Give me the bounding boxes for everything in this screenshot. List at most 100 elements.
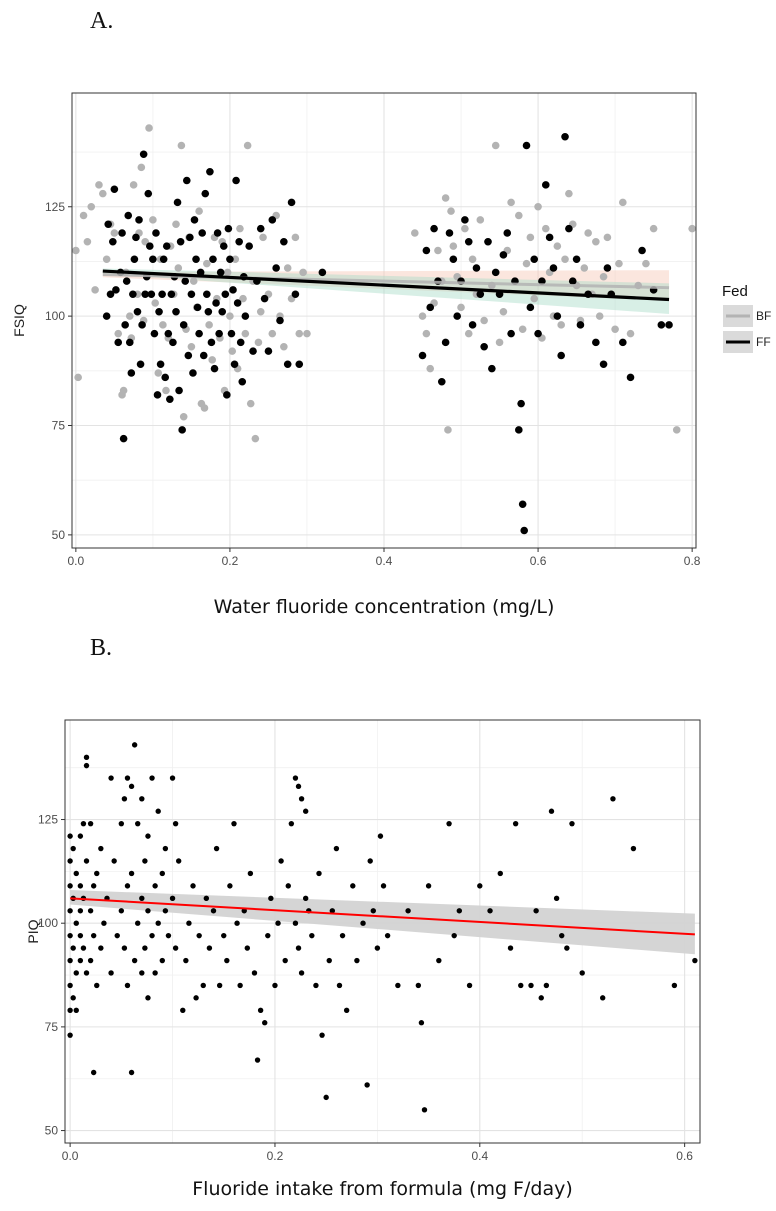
- point-ff: [219, 242, 228, 250]
- point: [94, 870, 100, 877]
- point-ff: [445, 229, 454, 237]
- point-bf: [177, 141, 186, 150]
- point: [288, 820, 295, 827]
- x-tick-label: 0.0: [68, 554, 85, 568]
- point: [336, 982, 343, 989]
- point: [98, 845, 104, 852]
- point-ff: [218, 307, 227, 316]
- point: [533, 908, 539, 914]
- point: [73, 870, 79, 877]
- point: [121, 945, 128, 951]
- point: [319, 1032, 325, 1038]
- point-ff: [232, 176, 240, 185]
- point-ff: [164, 329, 173, 338]
- point: [83, 762, 90, 769]
- point: [73, 1007, 79, 1013]
- point: [451, 932, 457, 939]
- point-ff: [522, 141, 531, 150]
- point-ff: [155, 307, 163, 316]
- point: [200, 982, 206, 989]
- point-bf: [672, 426, 681, 434]
- point-ff: [449, 255, 458, 264]
- point-ff: [179, 321, 188, 329]
- point-ff: [665, 321, 673, 329]
- point: [77, 908, 84, 914]
- point: [131, 742, 138, 748]
- point-ff: [184, 351, 193, 360]
- point: [87, 908, 94, 914]
- x-tick-label: 0.2: [222, 554, 239, 568]
- point: [360, 920, 366, 926]
- point-bf: [189, 277, 198, 285]
- point-ff: [213, 229, 222, 237]
- point-ff: [181, 277, 190, 285]
- point: [77, 957, 84, 964]
- fit-line-ff: [102, 269, 670, 302]
- point-ff: [212, 299, 220, 307]
- point: [67, 1032, 73, 1038]
- point-bf: [541, 224, 550, 233]
- point-ff: [272, 264, 280, 272]
- point-ff: [245, 242, 253, 250]
- point: [518, 982, 524, 989]
- plot-border: [64, 719, 701, 1144]
- point-ff: [565, 224, 573, 233]
- point-bf: [187, 342, 196, 351]
- point: [159, 870, 165, 877]
- point-ff: [112, 286, 120, 294]
- point: [152, 970, 158, 976]
- point: [610, 796, 616, 802]
- point-ff: [201, 189, 210, 198]
- point: [165, 932, 172, 939]
- point-ff: [484, 237, 492, 246]
- point: [67, 932, 73, 939]
- point: [90, 883, 97, 889]
- point: [231, 820, 237, 827]
- point-ff: [291, 290, 300, 299]
- point-bf: [254, 338, 263, 347]
- point-ff: [437, 377, 446, 386]
- point-bf: [119, 386, 128, 395]
- y-axis-title: FSIQ: [11, 304, 27, 337]
- point: [87, 957, 94, 964]
- point-bf: [626, 329, 635, 338]
- point-bf: [205, 321, 213, 329]
- point-ff: [507, 329, 515, 338]
- point-ff: [561, 132, 569, 141]
- point-bf: [99, 189, 107, 198]
- point: [169, 895, 176, 902]
- point: [77, 883, 84, 889]
- panel-a-label: A.: [90, 8, 114, 34]
- point: [67, 957, 73, 964]
- x-tick-label: 0.4: [376, 554, 393, 568]
- fit-line: [70, 897, 695, 936]
- point: [528, 982, 534, 989]
- point: [564, 945, 570, 951]
- point: [175, 858, 182, 864]
- point: [298, 970, 305, 976]
- point-bf: [299, 268, 307, 277]
- point: [477, 883, 483, 889]
- point: [118, 908, 125, 914]
- point-ff: [106, 290, 115, 299]
- point: [436, 957, 442, 964]
- point-ff: [129, 290, 137, 299]
- point-bf: [649, 224, 658, 233]
- point-ff: [221, 290, 230, 299]
- point-ff: [189, 369, 197, 377]
- point: [80, 945, 87, 951]
- point: [111, 858, 117, 864]
- point: [124, 775, 131, 781]
- point-bf: [231, 255, 240, 264]
- point-bf: [172, 220, 180, 229]
- point-bf: [441, 194, 450, 202]
- point-bf: [557, 321, 565, 329]
- point-ff: [149, 255, 157, 264]
- point-bf: [553, 242, 562, 250]
- point: [108, 775, 114, 781]
- point-bf: [174, 264, 183, 272]
- x-axis-title: Fluoride intake from formula (mg F/day): [192, 1178, 573, 1200]
- point-ff: [121, 321, 129, 329]
- point: [405, 908, 411, 914]
- point-ff: [209, 255, 217, 264]
